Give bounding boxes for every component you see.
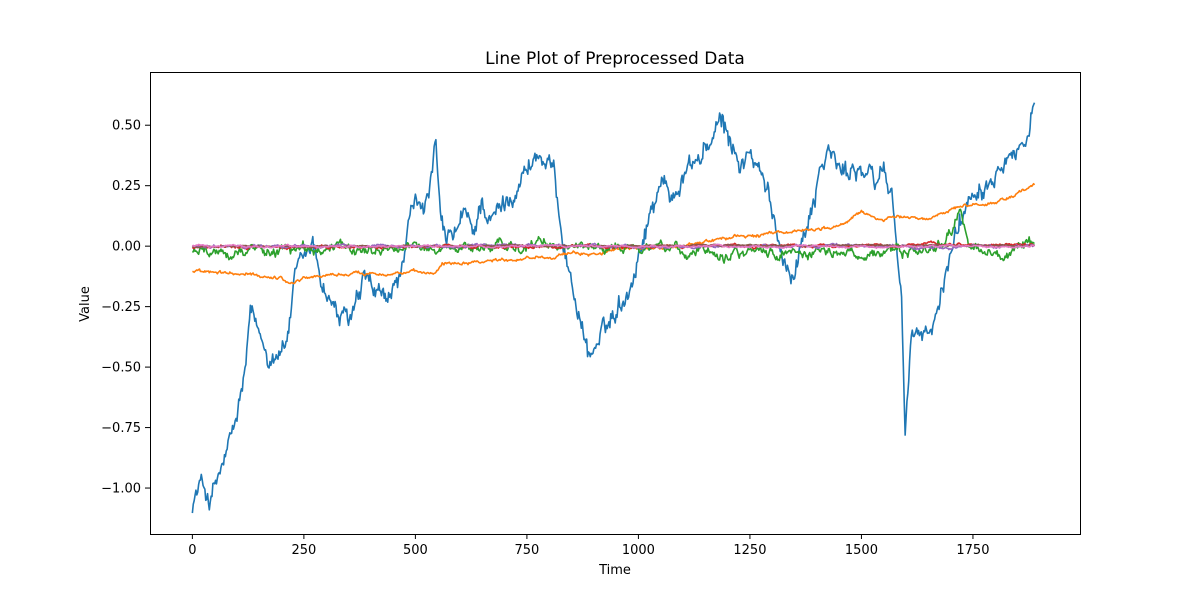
- y-axis-label: Value: [78, 286, 93, 322]
- x-tick-label: 1750: [956, 543, 989, 558]
- y-tick-label: −0.25: [101, 300, 141, 315]
- y-tick-label: 0.00: [112, 240, 141, 255]
- y-tick-label: 0.50: [112, 119, 141, 134]
- x-tick-label: 1500: [845, 543, 878, 558]
- x-axis: 0 250 500 750 1000 1250 1500 1750: [188, 534, 989, 558]
- chart-title: Line Plot of Preprocessed Data: [485, 49, 745, 69]
- y-axis: −1.00 −0.75 −0.50 −0.25 0.00 0.25 0.50: [101, 119, 150, 497]
- x-tick-label: 500: [403, 543, 428, 558]
- series-line-1: [191, 102, 1036, 514]
- x-axis-label: Time: [598, 563, 631, 578]
- x-tick-label: 1250: [733, 543, 766, 558]
- y-tick-label: −0.75: [101, 421, 141, 436]
- y-tick-label: 0.25: [112, 179, 141, 194]
- y-tick-label: −1.00: [101, 482, 141, 497]
- y-tick-label: −0.50: [101, 361, 141, 376]
- plot-area: [191, 102, 1036, 514]
- x-tick-label: 250: [291, 543, 316, 558]
- x-tick-label: 1000: [622, 543, 655, 558]
- series-line-2: [192, 182, 1036, 285]
- x-tick-label: 750: [514, 543, 539, 558]
- plot-frame: [150, 72, 1081, 535]
- x-tick-label: 0: [188, 543, 196, 558]
- series-line-7: [191, 243, 1035, 249]
